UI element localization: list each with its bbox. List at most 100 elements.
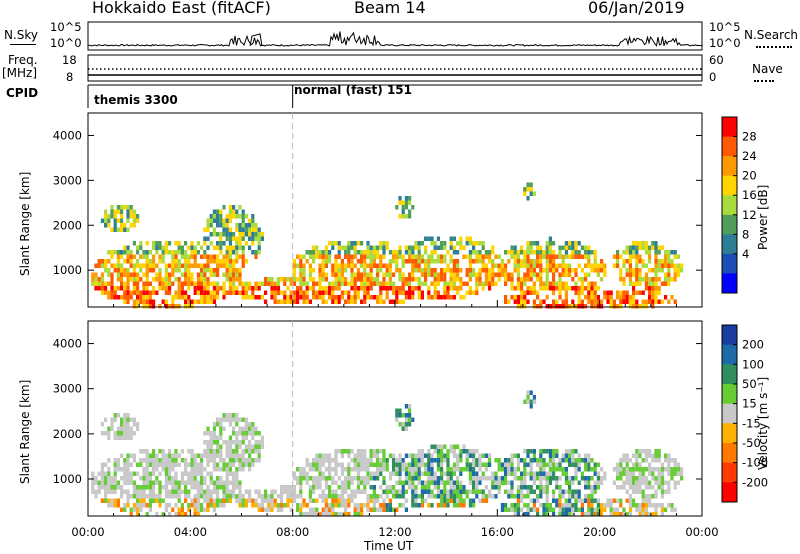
- data-cell: [168, 290, 172, 295]
- data-cell: [440, 503, 444, 508]
- data-cell: [536, 458, 540, 463]
- data-cell: [139, 503, 143, 508]
- data-cell: [356, 272, 360, 277]
- data-cell: [424, 453, 428, 458]
- data-cell: [145, 259, 149, 264]
- data-cell: [654, 263, 658, 268]
- velocity-ytick-label: 1000: [53, 472, 82, 486]
- data-cell: [267, 494, 271, 499]
- data-cell: [446, 453, 450, 458]
- data-cell: [449, 259, 453, 264]
- data-cell: [635, 250, 639, 255]
- data-cell: [331, 494, 335, 499]
- data-cell: [574, 281, 578, 286]
- data-cell: [523, 458, 527, 463]
- data-cell: [123, 489, 127, 494]
- data-cell: [337, 295, 341, 300]
- data-cell: [164, 290, 168, 295]
- data-cell: [260, 494, 264, 499]
- data-cell: [203, 489, 207, 494]
- data-cell: [286, 489, 290, 494]
- data-cell: [657, 449, 661, 454]
- data-cell: [433, 245, 437, 250]
- data-cell: [123, 458, 127, 463]
- data-cell: [296, 494, 300, 499]
- data-cell: [513, 250, 517, 255]
- data-cell: [395, 471, 399, 476]
- data-cell: [212, 435, 216, 440]
- data-cell: [347, 250, 351, 255]
- data-cell: [561, 489, 565, 494]
- data-cell: [632, 498, 636, 503]
- data-cell: [468, 254, 472, 259]
- data-cell: [168, 512, 172, 517]
- data-cell: [532, 286, 536, 291]
- data-cell: [622, 471, 626, 476]
- data-cell: [587, 467, 591, 472]
- data-cell: [600, 263, 604, 268]
- data-cell: [408, 471, 412, 476]
- data-cell: [164, 272, 168, 277]
- data-cell: [206, 254, 210, 259]
- data-cell: [632, 268, 636, 273]
- data-cell: [302, 503, 306, 508]
- data-cell: [593, 480, 597, 485]
- data-cell: [206, 444, 210, 449]
- data-cell: [561, 245, 565, 250]
- data-cell: [190, 453, 194, 458]
- data-cell: [680, 263, 684, 268]
- data-cell: [548, 507, 552, 512]
- data-cell: [625, 299, 629, 304]
- data-cell: [244, 462, 248, 467]
- data-cell: [590, 485, 594, 490]
- data-cell: [177, 245, 181, 250]
- data-cell: [120, 476, 124, 481]
- data-cell: [484, 268, 488, 273]
- data-cell: [347, 263, 351, 268]
- data-cell: [363, 263, 367, 268]
- data-cell: [190, 304, 194, 309]
- data-cell: [590, 286, 594, 291]
- data-cell: [494, 480, 498, 485]
- data-cell: [216, 268, 220, 273]
- data-cell: [558, 281, 562, 286]
- data-cell: [324, 498, 328, 503]
- data-cell: [360, 453, 364, 458]
- data-cell: [347, 299, 351, 304]
- data-cell: [398, 299, 402, 304]
- data-cell: [564, 250, 568, 255]
- noise-search-line: [249, 33, 263, 47]
- data-cell: [120, 431, 124, 436]
- data-cell: [510, 471, 514, 476]
- data-cell: [331, 245, 335, 250]
- data-cell: [260, 507, 264, 512]
- data-cell: [296, 290, 300, 295]
- data-cell: [529, 277, 533, 282]
- data-cell: [251, 498, 255, 503]
- data-cell: [219, 250, 223, 255]
- data-cell: [136, 299, 140, 304]
- data-cell: [168, 467, 172, 472]
- data-cell: [356, 277, 360, 282]
- data-cell: [366, 458, 370, 463]
- data-cell: [632, 241, 636, 246]
- data-cell: [132, 241, 136, 246]
- data-cell: [244, 431, 248, 436]
- data-cell: [232, 485, 236, 490]
- data-cell: [612, 254, 616, 259]
- data-cell: [299, 286, 303, 291]
- data-cell: [376, 467, 380, 472]
- data-cell: [452, 236, 456, 241]
- data-cell: [225, 440, 229, 445]
- data-cell: [209, 435, 213, 440]
- data-cell: [408, 272, 412, 277]
- data-cell: [219, 218, 223, 223]
- data-cell: [136, 426, 140, 431]
- data-cell: [414, 254, 418, 259]
- data-cell: [244, 290, 248, 295]
- data-cell: [360, 476, 364, 481]
- data-cell: [161, 462, 165, 467]
- data-cell: [411, 503, 415, 508]
- data-cell: [312, 245, 316, 250]
- data-cell: [635, 290, 639, 295]
